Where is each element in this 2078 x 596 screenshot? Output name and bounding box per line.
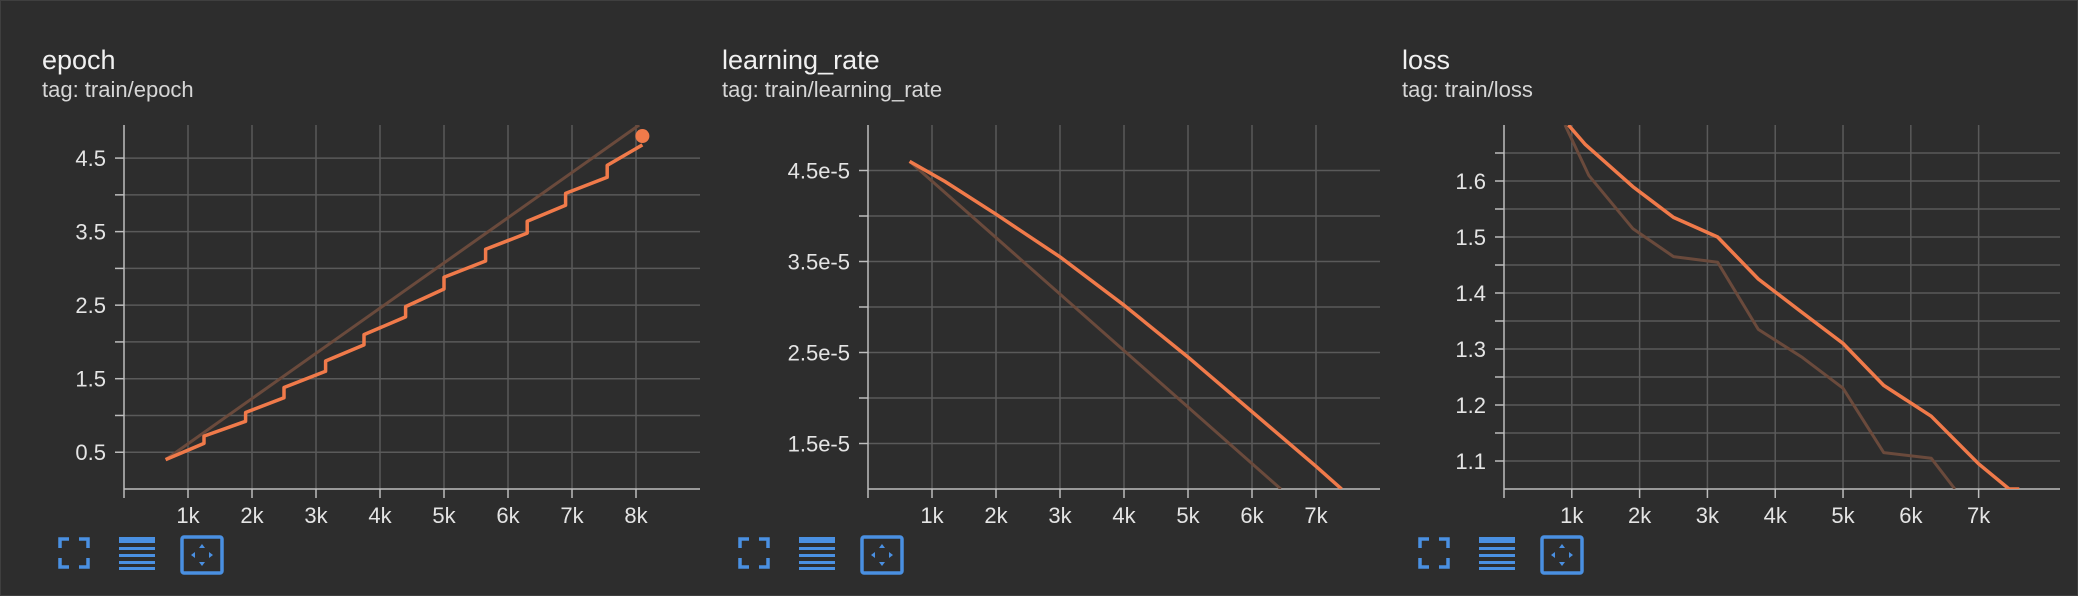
x-tick-label: 5k xyxy=(1176,503,1200,528)
x-tick-label: 4k xyxy=(1764,503,1788,528)
series-line-smoothed xyxy=(164,143,644,462)
y-tick-label: 4.5 xyxy=(75,146,106,171)
x-tick-label: 1k xyxy=(176,503,200,528)
chart-title: learning_rate xyxy=(722,45,880,75)
chart-title: loss xyxy=(1402,45,1451,75)
fullscreen-icon[interactable] xyxy=(1416,535,1452,576)
x-tick-label: 3k xyxy=(304,503,328,528)
y-tick-label: 1.3 xyxy=(1455,337,1486,362)
chart-plot-loss[interactable]: 1k 2k 3k 4k 5k 6k 7k 1.1 1.2 1.3 1.4 1.5 1.6 xyxy=(1360,110,2078,528)
fit-domain-icon[interactable] xyxy=(860,535,904,580)
x-tick-label: 1k xyxy=(1560,503,1584,528)
y-tick-label: 3.5e-5 xyxy=(788,250,850,275)
series-line-smoothed xyxy=(1567,125,2020,489)
x-tick-label: 6k xyxy=(1240,503,1264,528)
chart-card-loss: loss tag: train/loss 1k 2k 3k 4k 5k 6k 7k 1.1 1.… xyxy=(1360,0,2060,596)
x-tick-label: 8k xyxy=(624,503,648,528)
x-tick-label: 6k xyxy=(1899,503,1923,528)
y-tick-label: 4.5e-5 xyxy=(788,159,850,184)
series-group xyxy=(908,159,1343,489)
x-tick-label: 3k xyxy=(1696,503,1720,528)
series-line-smoothed xyxy=(908,159,1343,489)
y-tick-label: 1.5 xyxy=(1455,225,1486,250)
fit-domain-icon[interactable] xyxy=(1540,535,1584,580)
x-tick-label: 7k xyxy=(560,503,584,528)
x-tick-label: 6k xyxy=(496,503,520,528)
chart-title: epoch xyxy=(42,45,116,75)
series-group xyxy=(1563,125,2020,489)
y-tick-label: 1.5e-5 xyxy=(788,432,850,457)
y-tick-label: 1.4 xyxy=(1455,281,1486,306)
chart-plot-epoch[interactable]: 1k 2k 3k 4k 5k 6k 7k 8k 0.5 1.5 2.5 3.5 4.5 xyxy=(0,110,720,528)
series-group xyxy=(164,125,644,462)
series-line-raw xyxy=(1563,125,1957,489)
x-tick-label: 5k xyxy=(432,503,456,528)
y-tick-label: 1.6 xyxy=(1455,169,1486,194)
y-tick-label: 2.5 xyxy=(75,293,106,318)
chart-card-learning-rate: learning_rate tag: train/learning_rate 1… xyxy=(680,0,1380,596)
x-tick-label: 5k xyxy=(1831,503,1855,528)
x-tick-label: 4k xyxy=(368,503,392,528)
x-tick-label: 2k xyxy=(240,503,264,528)
y-tick-label: 1.2 xyxy=(1455,393,1486,418)
y-tick-label: 0.5 xyxy=(75,440,106,465)
fullscreen-icon[interactable] xyxy=(736,535,772,576)
x-tick-label: 1k xyxy=(920,503,944,528)
chart-tag: tag: train/learning_rate xyxy=(722,77,943,102)
x-tick-label: 7k xyxy=(1304,503,1328,528)
x-tick-label: 7k xyxy=(1967,503,1991,528)
last-point-marker xyxy=(635,129,650,144)
data-table-icon[interactable] xyxy=(1478,535,1516,576)
y-tick-label: 2.5e-5 xyxy=(788,341,850,366)
fit-domain-icon[interactable] xyxy=(180,535,224,580)
x-tick-label: 3k xyxy=(1048,503,1072,528)
x-tick-label: 2k xyxy=(984,503,1008,528)
data-table-icon[interactable] xyxy=(798,535,836,576)
chart-plot-learning-rate[interactable]: 1k 2k 3k 4k 5k 6k 7k 1.5e-5 2.5e-5 3.5e-5 4.5e-5 xyxy=(680,110,1400,528)
chart-tag: tag: train/loss xyxy=(1402,77,1533,102)
y-tick-label: 1.1 xyxy=(1455,449,1486,474)
y-tick-label: 3.5 xyxy=(75,220,106,245)
x-tick-label: 2k xyxy=(1628,503,1652,528)
y-tick-label: 1.5 xyxy=(75,367,106,392)
data-table-icon[interactable] xyxy=(118,535,156,576)
x-tick-label: 4k xyxy=(1112,503,1136,528)
series-line-raw xyxy=(908,160,1282,489)
fullscreen-icon[interactable] xyxy=(56,535,92,576)
chart-tag: tag: train/epoch xyxy=(42,77,194,102)
series-line-raw xyxy=(164,125,641,461)
chart-card-epoch: epoch tag: train/epoch 1k 2k 3k 4k 5k 6k 7k 8k 0… xyxy=(0,0,700,596)
